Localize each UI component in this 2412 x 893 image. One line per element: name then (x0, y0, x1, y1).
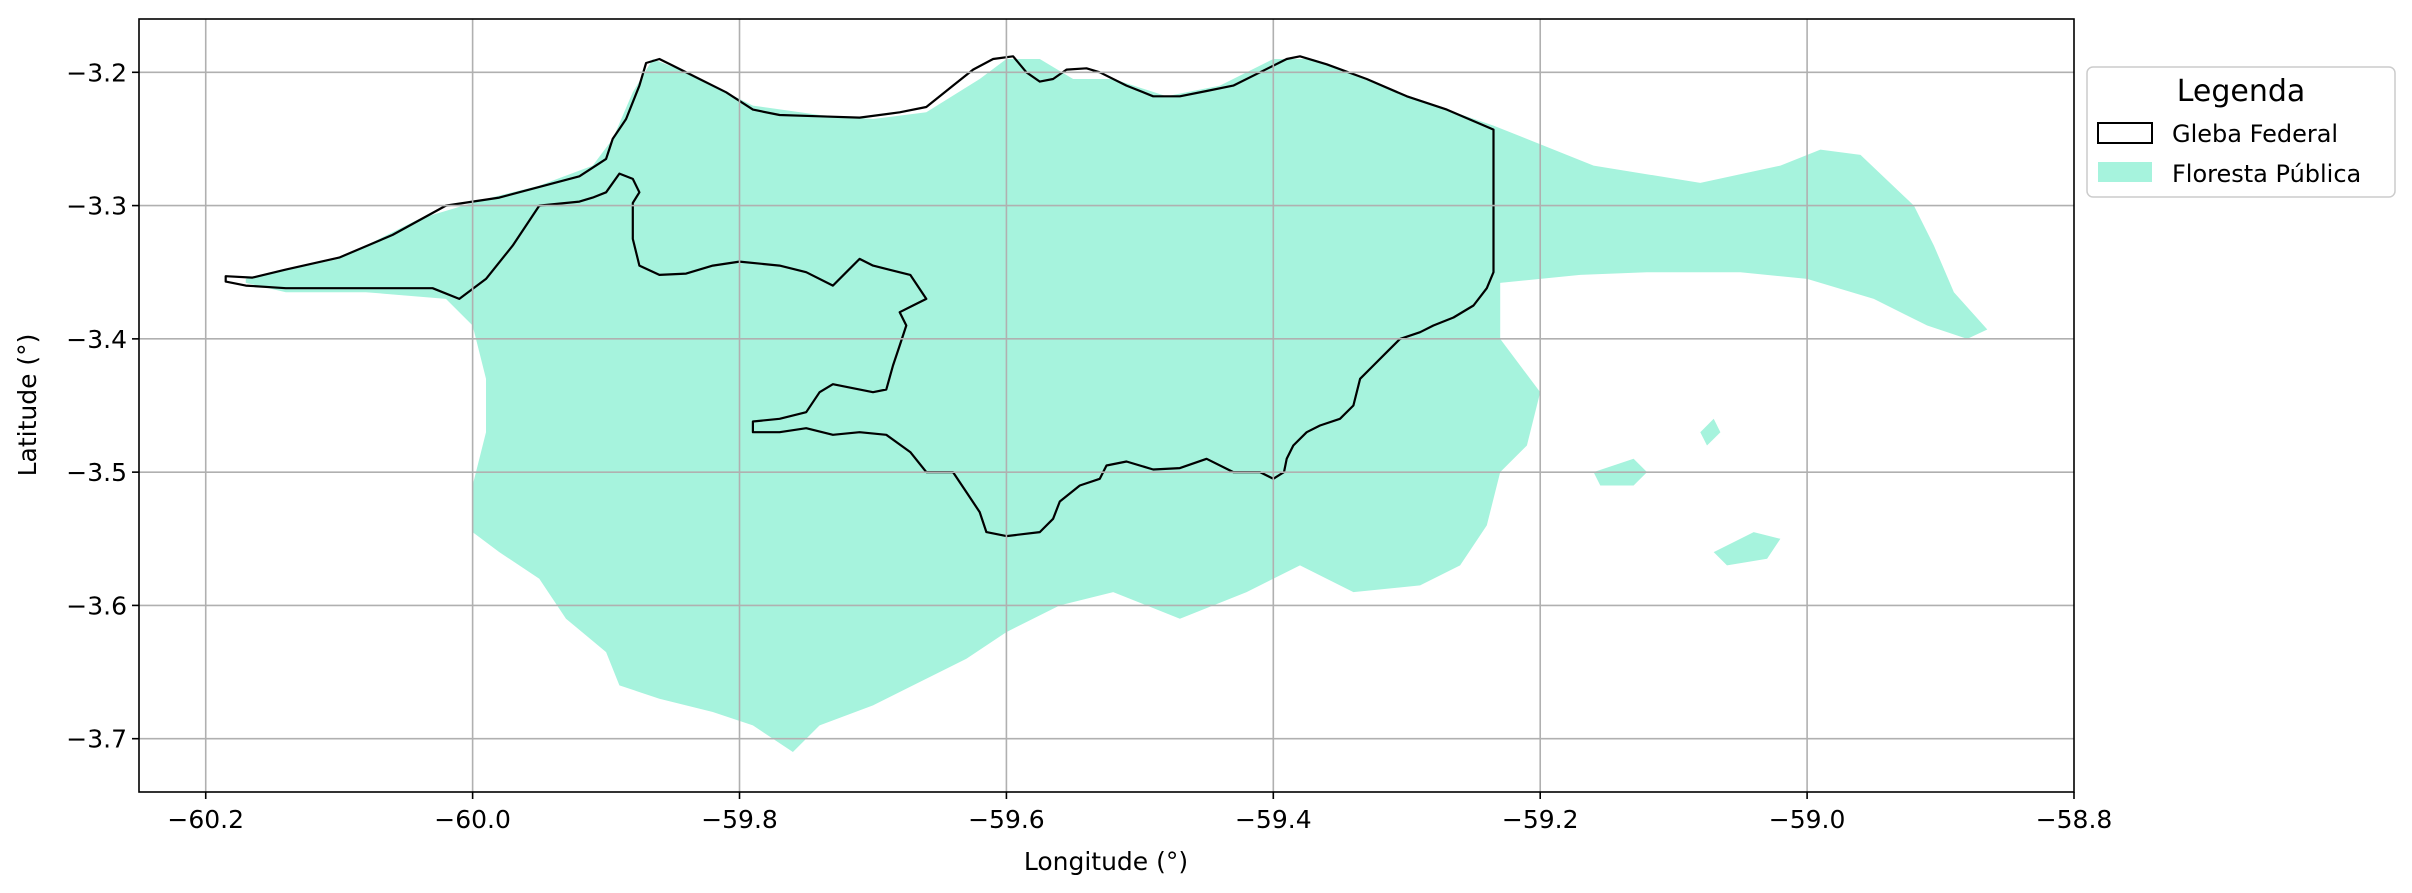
plot-area (138, 18, 2075, 793)
y-axis-label: Latitude (°) (13, 334, 42, 477)
x-tick-label: −59.2 (1502, 805, 1579, 834)
x-axis-label: Longitude (°) (1024, 847, 1188, 876)
y-tick-label: −3.5 (66, 458, 127, 487)
x-tick-label: −59.8 (701, 805, 778, 834)
gleba-federal-layer (224, 55, 1495, 538)
x-axis: −60.2 −60.0 −59.8 −59.6 −59.4 −59.2 −59.0 −58.8 (167, 792, 2112, 834)
legend-swatch-floresta-publica (2098, 162, 2152, 182)
gridlines (139, 19, 2074, 792)
y-tick-label: −3.6 (66, 591, 127, 620)
floresta-publica-polygon-1 (1313, 498, 1447, 586)
x-tick-label: −59.0 (1769, 805, 1846, 834)
legend-title: Legenda (2177, 74, 2306, 109)
x-tick-label: −59.6 (968, 805, 1045, 834)
y-tick-label: −3.7 (66, 725, 127, 754)
floresta-publica-polygon-0 (245, 59, 1988, 752)
gleba-federal-outline-0 (224, 55, 1495, 538)
x-tick-label: −60.0 (434, 805, 511, 834)
legend-swatch-gleba-federal (2097, 122, 2153, 144)
y-tick-label: −3.4 (66, 325, 127, 354)
axes-frame (138, 18, 2075, 793)
y-axis: −3.2 −3.3 −3.4 −3.5 −3.6 −3.7 (66, 58, 139, 754)
x-tick-label: −58.8 (2036, 805, 2113, 834)
floresta-publica-layer (245, 59, 1988, 752)
legend-box (2086, 66, 2396, 198)
legend-label-floresta-publica: Floresta Pública (2172, 160, 2361, 188)
x-tick-label: −59.4 (1235, 805, 1312, 834)
y-tick-label: −3.2 (66, 58, 127, 87)
legend-label-gleba-federal: Gleba Federal (2172, 120, 2338, 148)
x-tick-label: −60.2 (167, 805, 244, 834)
y-tick-label: −3.3 (66, 192, 127, 221)
floresta-publica-polygon-4 (1700, 418, 1721, 446)
floresta-publica-polygon-3 (1713, 532, 1781, 566)
legend: Legenda Gleba Federal Floresta Pública (2086, 66, 2396, 198)
